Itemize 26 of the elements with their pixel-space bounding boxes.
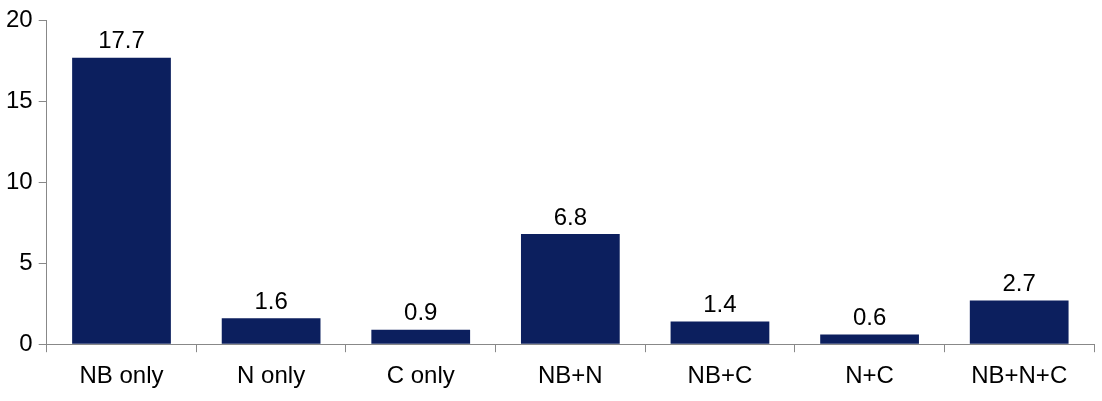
y-tick-label: 0 <box>19 328 33 356</box>
x-tick-label: NB only <box>79 361 164 389</box>
data-label: 2.7 <box>1002 269 1036 297</box>
x-tick-label: NB+N+C <box>971 361 1068 389</box>
x-tick-label: NB+N <box>538 361 603 389</box>
y-tick-label: 20 <box>5 5 33 33</box>
x-tick-label: N only <box>237 361 306 389</box>
bar <box>72 57 171 344</box>
data-label: 1.6 <box>254 286 288 314</box>
x-tick-label: N+C <box>845 361 894 389</box>
x-tick-label: NB+C <box>687 361 753 389</box>
bar <box>969 300 1069 344</box>
y-tick-label: 10 <box>5 166 33 194</box>
bar <box>670 321 770 344</box>
x-tick-label: C only <box>386 361 455 389</box>
data-label: 0.6 <box>852 303 887 331</box>
y-tick-label: 5 <box>19 247 33 275</box>
y-tick-label: 15 <box>5 85 33 113</box>
data-label: 1.4 <box>703 290 737 318</box>
bar <box>221 318 321 344</box>
bar <box>371 329 471 344</box>
data-label: 0.9 <box>404 298 438 326</box>
bar <box>820 334 919 344</box>
bar <box>520 234 620 344</box>
data-label: 17.7 <box>98 26 145 54</box>
data-label: 6.8 <box>553 202 588 230</box>
